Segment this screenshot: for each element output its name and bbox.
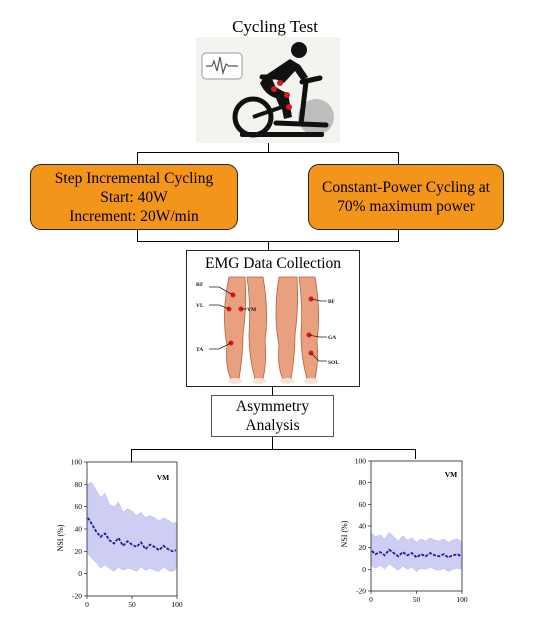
chart-panel-label: VM: [445, 470, 458, 479]
label-rf: RF: [196, 282, 204, 288]
diagram-title: Cycling Test: [232, 17, 318, 36]
mean-line: [371, 548, 462, 559]
connector-line: [268, 143, 270, 152]
label-sol: SOL: [328, 360, 339, 366]
step-line-1: Step Incremental Cycling: [54, 169, 214, 187]
leg-back-right: [298, 276, 319, 380]
sd-band: [371, 532, 462, 572]
cyclist-illustration: [196, 37, 340, 143]
label-vm: VM: [247, 307, 257, 313]
x-tick-label: 50: [128, 600, 136, 609]
step-incremental-box: Step Incremental Cycling Start: 40W Incr…: [30, 164, 238, 230]
constant-power-box: Constant-Power Cycling at 70% maximum po…: [308, 164, 504, 230]
foot: [304, 378, 318, 384]
mean-line: [87, 517, 177, 553]
asymmetry-line-2: Analysis: [245, 417, 300, 434]
label-vl: VL: [196, 303, 204, 309]
foot: [252, 378, 266, 384]
sd-band: [87, 481, 177, 572]
y-tick-label: 20: [359, 543, 367, 552]
y-tick-label: 60: [359, 500, 367, 509]
step-line-2: Start: 40W: [100, 188, 168, 206]
connector-line: [137, 230, 139, 242]
y-tick-label: 80: [359, 478, 367, 487]
x-tick-label: 0: [369, 595, 373, 604]
connector-line: [137, 152, 399, 154]
leg-anatomy-illustration: RF VL VM TA BF GA SOL: [196, 276, 339, 384]
asymmetry-analysis-box: Asymmetry Analysis: [211, 395, 334, 437]
connector-line: [131, 449, 416, 451]
emg-title: EMG Data Collection: [204, 255, 342, 272]
connector-line: [398, 152, 400, 164]
connector-line: [272, 387, 274, 395]
connector-line: [398, 230, 400, 242]
asymmetry-line-1: Asymmetry: [235, 398, 310, 415]
x-tick-label: 100: [171, 600, 183, 609]
connector-line: [415, 449, 417, 459]
foot: [228, 378, 242, 384]
connector-line: [272, 437, 274, 449]
y-tick-label: 40: [75, 525, 83, 534]
leg-front-right: [246, 276, 267, 380]
y-tick-label: 0: [78, 569, 82, 578]
emg-data-collection-box: EMG Data Collection: [186, 250, 360, 387]
ecg-monitor-icon: [201, 52, 243, 80]
step-line-3: Increment: 20W/min: [69, 207, 199, 225]
label-ga: GA: [328, 335, 336, 341]
y-tick-label: 100: [355, 457, 367, 466]
connector-line: [131, 449, 133, 462]
foot: [280, 378, 294, 384]
label-bf: BF: [328, 299, 336, 305]
x-tick-label: 0: [85, 600, 89, 609]
y-tick-label: -20: [72, 592, 82, 601]
constant-line-2: 70% maximum power: [337, 198, 475, 215]
chart-ylabel: NSI (%): [340, 520, 349, 547]
y-tick-label: 100: [71, 458, 83, 467]
y-tick-label: 40: [359, 522, 367, 531]
y-tick-label: 0: [362, 565, 366, 574]
constant-line-1: Constant-Power Cycling at: [322, 179, 490, 196]
label-ta: TA: [196, 347, 203, 353]
y-tick-label: 60: [75, 502, 83, 511]
connector-line: [268, 241, 270, 250]
x-tick-label: 50: [413, 595, 421, 604]
chart-ylabel: NSI (%): [56, 524, 65, 551]
x-tick-label: 100: [456, 595, 468, 604]
chart-panel-label: VM: [157, 473, 170, 482]
leg-back-left: [275, 276, 299, 380]
y-tick-label: 80: [75, 480, 83, 489]
y-tick-label: -20: [356, 587, 366, 596]
rider-icon: [260, 42, 308, 119]
connector-line: [137, 152, 139, 164]
y-tick-label: 20: [75, 547, 83, 556]
